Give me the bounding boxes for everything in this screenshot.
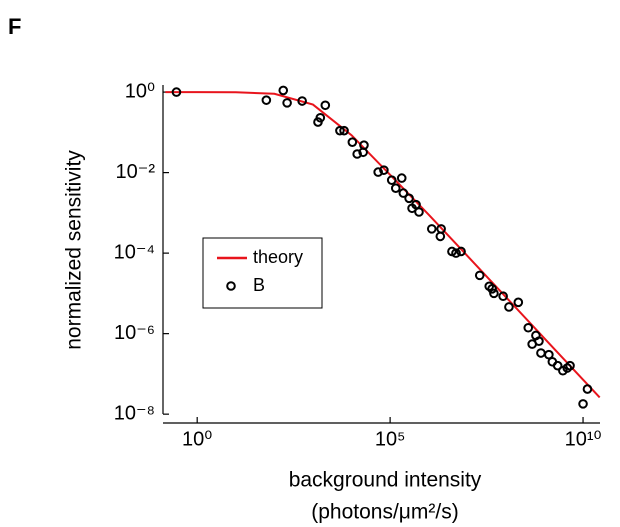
- data-point: [352, 149, 362, 159]
- data-point: [411, 199, 421, 210]
- data-point: [315, 112, 326, 123]
- data-point: [297, 96, 307, 106]
- data-point: [565, 360, 575, 371]
- data-point: [278, 85, 289, 96]
- data-point: [474, 270, 485, 281]
- data-point: [578, 399, 588, 409]
- x-axis-label: (photons/μm²/s): [311, 501, 458, 524]
- y-tick-label: 10⁻⁶: [114, 322, 155, 344]
- data-point: [320, 100, 331, 111]
- data-point: [426, 224, 437, 234]
- data-point: [523, 322, 534, 333]
- data-point: [451, 248, 461, 258]
- legend-marker: [226, 281, 236, 291]
- data-point: [513, 297, 524, 308]
- data-point: [398, 188, 409, 198]
- data-point: [282, 98, 292, 108]
- data-point: [171, 87, 182, 97]
- data-point: [498, 291, 508, 302]
- x-tick-label: 10⁰: [182, 428, 212, 450]
- data-point: [582, 384, 593, 394]
- legend-label: theory: [253, 247, 303, 267]
- data-point: [396, 173, 407, 183]
- y-tick-label: 10⁻²: [116, 161, 156, 183]
- data-point: [390, 183, 401, 193]
- data-point: [386, 175, 397, 185]
- x-tick-label: 10⁵: [375, 428, 406, 450]
- data-point: [373, 167, 383, 177]
- y-tick-label: 10⁻⁸: [114, 402, 155, 424]
- data-point: [489, 288, 499, 299]
- data-point: [335, 125, 345, 136]
- data-point: [435, 231, 446, 242]
- y-tick-label: 10⁰: [125, 80, 155, 102]
- data-point: [552, 360, 563, 371]
- data-point: [347, 137, 358, 147]
- data-point: [358, 147, 368, 158]
- x-tick-label: 10¹⁰: [565, 428, 602, 450]
- data-point: [261, 95, 272, 105]
- y-axis-label: normalized sensitivity: [63, 150, 86, 350]
- x-axis-label: background intensity: [289, 469, 482, 492]
- panel-label: F: [8, 14, 21, 39]
- data-point: [339, 125, 349, 136]
- data-point: [379, 165, 389, 175]
- data-point: [456, 246, 466, 257]
- data-point: [534, 336, 544, 346]
- legend-box: [202, 237, 323, 309]
- data-point: [504, 302, 514, 312]
- data-point: [404, 193, 414, 204]
- y-tick-label: 10⁻⁴: [114, 241, 155, 263]
- data-point: [436, 224, 446, 234]
- legend-label: B: [253, 275, 265, 295]
- theory-line: [165, 91, 601, 399]
- data-point: [536, 348, 546, 358]
- data-point: [487, 283, 497, 294]
